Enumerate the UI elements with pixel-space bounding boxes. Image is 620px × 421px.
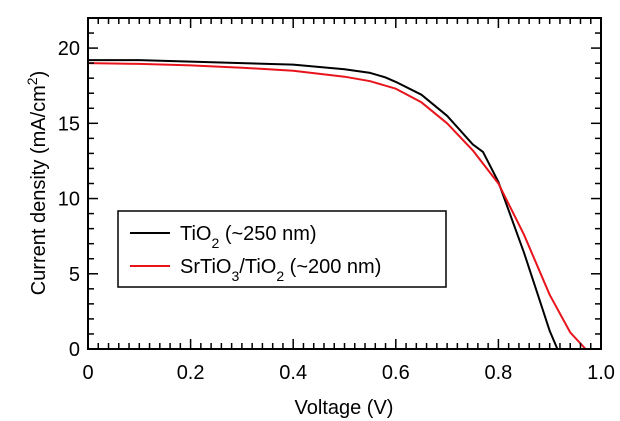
- legend-tio2-sub: 2: [211, 235, 219, 251]
- legend-srtio3-c: (~200 nm): [284, 256, 381, 278]
- x-tick-label: 0.2: [177, 362, 205, 384]
- legend-srtio3-sub1: 3: [231, 268, 239, 284]
- series-line-srtio3-tio2: [88, 62, 587, 350]
- legend-srtio3-a: SrTiO: [180, 256, 231, 278]
- legend-srtio3-b: /TiO: [239, 256, 276, 278]
- y-tick-label: 5: [69, 264, 80, 286]
- y-axis-label-sup: 2: [24, 77, 40, 85]
- legend-tio2-b: (~250 nm): [219, 223, 316, 245]
- y-tick-label: 20: [58, 38, 80, 60]
- y-axis-label-main: Current density (mA/cm: [28, 85, 50, 295]
- y-axis-label-close: ): [28, 71, 50, 78]
- series-line-tio2: [88, 59, 559, 350]
- x-tick-label: 0.4: [279, 362, 307, 384]
- legend: TiO2 (~250 nm) SrTiO3/TiO2 (~200 nm): [117, 210, 447, 288]
- tick-labels: 0 0.2 0.4 0.6 0.8 1.0 0 5 10 15 20: [58, 38, 615, 384]
- legend-box: [117, 210, 447, 288]
- legend-srtio3-sub2: 2: [276, 268, 284, 284]
- legend-label-tio2: TiO2 (~250 nm): [180, 223, 317, 251]
- y-axis-label: Current density (mA/cm2): [24, 71, 50, 296]
- y-tick-label: 15: [58, 113, 80, 135]
- x-tick-label: 0.6: [382, 362, 410, 384]
- x-axis-label: Voltage (V): [295, 397, 394, 419]
- x-tick-label: 0.8: [484, 362, 512, 384]
- y-tick-label: 0: [69, 339, 80, 361]
- x-tick-label: 1.0: [587, 362, 615, 384]
- legend-tio2-a: TiO: [180, 223, 211, 245]
- legend-label-srtio3: SrTiO3/TiO2 (~200 nm): [180, 256, 381, 284]
- series-layer: [88, 59, 587, 350]
- y-tick-label: 10: [58, 189, 80, 211]
- x-tick-label: 0: [82, 362, 93, 384]
- plot-frame: [87, 17, 602, 350]
